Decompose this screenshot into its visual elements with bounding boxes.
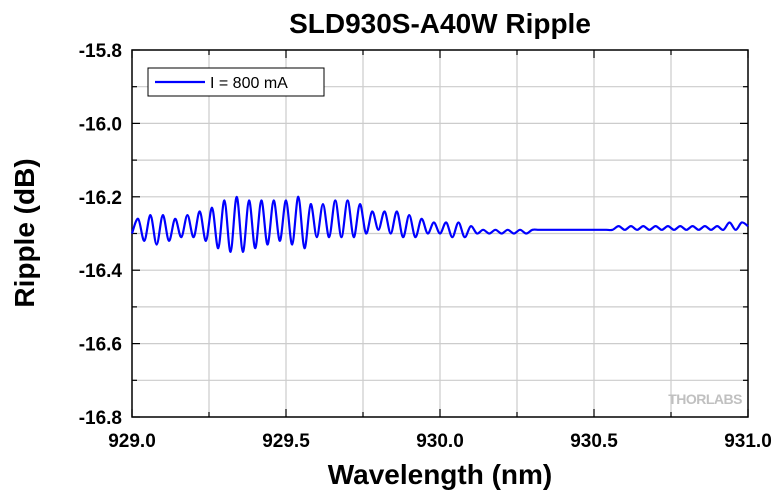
x-tick-label: 930.0 — [416, 431, 464, 452]
y-axis-tick-labels: -15.8 -16.0 -16.2 -16.4 -16.6 -16.8 — [79, 41, 123, 429]
legend-label: I = 800 mA — [210, 75, 288, 92]
x-axis-tick-labels: 929.0 929.5 930.0 930.5 931.0 — [108, 431, 772, 452]
y-tick-label: -16.6 — [79, 335, 122, 356]
x-tick-label: 931.0 — [724, 431, 772, 452]
axis-ticks — [131, 49, 749, 418]
y-axis-label: Ripple (dB) — [9, 158, 40, 307]
series-line-800ma — [130, 195, 749, 253]
x-tick-label: 929.5 — [262, 431, 310, 452]
thorlabs-logo: THORLABS — [668, 391, 742, 407]
legend: I = 800 mA — [147, 67, 325, 97]
y-tick-label: -16.4 — [79, 261, 123, 282]
x-tick-label: 930.5 — [570, 431, 618, 452]
grid-lines — [132, 50, 748, 417]
x-axis-label: Wavelength (nm) — [328, 459, 553, 490]
chart-title: SLD930S-A40W Ripple — [289, 8, 591, 39]
y-tick-label: -16.8 — [79, 408, 122, 429]
y-tick-label: -15.8 — [79, 41, 122, 62]
y-tick-label: -16.2 — [79, 188, 122, 209]
y-tick-label: -16.0 — [79, 114, 122, 135]
x-tick-label: 929.0 — [108, 431, 156, 452]
